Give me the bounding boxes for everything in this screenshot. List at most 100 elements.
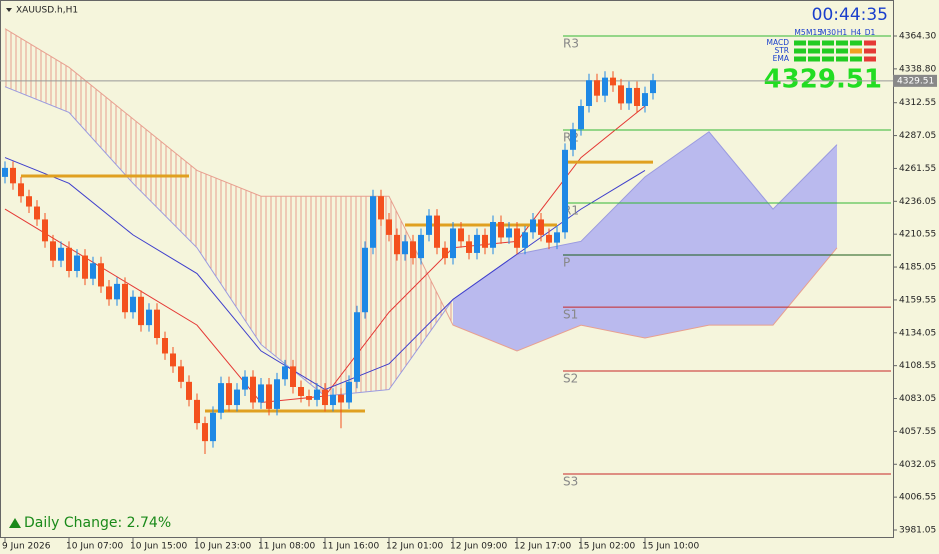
y-tick-label: 4185.05 <box>899 263 936 273</box>
candle-body <box>498 222 504 238</box>
signal-cell <box>808 56 820 62</box>
candle-body <box>2 167 8 177</box>
timeframe-label: M15 <box>806 28 822 37</box>
pivot-label: S1 <box>563 308 578 322</box>
x-tick-label: 15 Jun 10:00 <box>642 542 699 552</box>
signal-cell <box>794 48 806 54</box>
candle-body <box>178 366 184 382</box>
signal-cell <box>822 40 834 46</box>
candle-body <box>258 384 264 403</box>
signal-name: STR <box>774 46 789 55</box>
candle-body <box>562 149 568 233</box>
candle-body <box>34 206 40 220</box>
candle-body <box>618 85 624 104</box>
cloud-segment <box>517 241 581 351</box>
x-tick-label: 11 Jun 08:00 <box>258 542 315 552</box>
candle-body <box>162 338 168 354</box>
cloud-segment <box>69 67 133 184</box>
price-box-label: 4329.51 <box>897 76 934 86</box>
span-a <box>4 86 838 397</box>
y-tick-label: 4364.30 <box>899 32 936 42</box>
candle-body <box>386 219 392 235</box>
signal-cell <box>794 40 806 46</box>
timeframe-label: H1 <box>837 28 848 37</box>
x-tick-label: 12 Jun 17:00 <box>514 542 571 552</box>
candle-body <box>490 222 496 248</box>
candle-body <box>210 412 216 442</box>
x-tick-label: 10 Jun 15:00 <box>130 542 187 552</box>
candle-body <box>434 215 440 248</box>
pivot-label: S2 <box>563 372 578 386</box>
plot-frame <box>0 0 894 538</box>
candle-body <box>322 389 328 406</box>
signal-cell <box>850 56 862 62</box>
signal-cell <box>836 48 848 54</box>
y-tick-label: 4287.05 <box>899 131 936 141</box>
candle-body <box>146 309 152 326</box>
price-box <box>893 74 937 87</box>
signal-cell <box>822 56 834 62</box>
candle-body <box>538 219 544 235</box>
candle-body <box>642 93 648 106</box>
x-tick-label: 10 Jun 23:00 <box>194 542 251 552</box>
candle-body <box>186 381 192 400</box>
pivot-label: S3 <box>563 475 578 489</box>
candle-body <box>74 255 80 271</box>
timer: 00:44:35 <box>812 5 888 25</box>
candle-body <box>82 255 88 279</box>
candle-body <box>602 77 608 96</box>
candle-body <box>130 296 136 313</box>
candle-body <box>394 234 400 255</box>
y-tick-label: 3981.05 <box>899 526 936 536</box>
candle-body <box>250 376 256 403</box>
candle-body <box>274 379 280 409</box>
candle-body <box>522 232 528 248</box>
candle-body <box>506 228 512 238</box>
y-tick-label: 4338.80 <box>899 64 936 74</box>
y-tick-label: 4261.55 <box>899 164 936 174</box>
candle-body <box>554 232 560 243</box>
candle-body <box>282 366 288 380</box>
candle-body <box>202 423 208 442</box>
y-tick-label: 4312.55 <box>899 98 936 108</box>
candle-body <box>26 196 32 207</box>
signal-cell <box>794 56 806 62</box>
y-tick-label: 4057.55 <box>899 427 936 437</box>
x-tick-label: 12 Jun 01:00 <box>386 542 443 552</box>
candle-body <box>234 389 240 406</box>
timeframe-label: D1 <box>865 28 876 37</box>
candle-body <box>218 383 224 413</box>
signal-cell <box>836 40 848 46</box>
signal-cell <box>836 56 848 62</box>
signal-cell <box>808 40 820 46</box>
candle-body <box>306 396 312 400</box>
signal-cell <box>808 48 820 54</box>
candle-body <box>442 247 448 259</box>
signal-cell <box>850 40 862 46</box>
candle-body <box>610 77 616 86</box>
cloud-segment <box>133 118 197 248</box>
candle-body <box>370 196 376 248</box>
candle-body <box>650 80 656 94</box>
candle-body <box>458 228 464 242</box>
candle-body <box>402 241 408 255</box>
daily-change: Daily Change: 2.74% <box>24 515 171 531</box>
signal-cell <box>822 48 834 54</box>
candle-body <box>106 286 112 300</box>
cloud-segment <box>773 144 837 326</box>
candle-body <box>410 241 416 259</box>
y-tick-label: 4210.55 <box>899 230 936 240</box>
candle-body <box>546 234 552 243</box>
change-arrow <box>9 518 21 528</box>
y-tick-label: 4108.55 <box>899 361 936 371</box>
candle-body <box>314 389 320 400</box>
pivot-label: P <box>563 256 570 270</box>
candle-body <box>634 87 640 106</box>
candle-body <box>586 80 592 106</box>
candle-body <box>482 234 488 248</box>
cloud-segment <box>645 131 709 339</box>
candle-body <box>18 183 24 197</box>
timeframe-label: M5 <box>794 28 805 37</box>
x-tick-label: 12 Jun 09:00 <box>450 542 507 552</box>
